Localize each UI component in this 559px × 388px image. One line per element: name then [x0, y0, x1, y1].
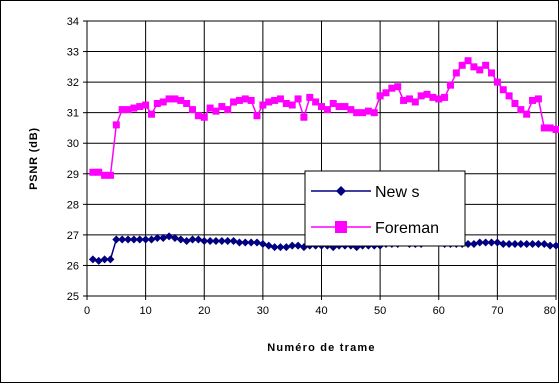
data-point	[412, 98, 419, 105]
data-point	[394, 83, 401, 90]
data-point	[506, 92, 513, 99]
y-axis-label: PSNR (dB)	[28, 127, 40, 190]
data-point	[441, 94, 448, 101]
data-point	[289, 102, 296, 109]
legend: New s Foreman	[305, 171, 465, 246]
legend-marker-foreman	[335, 221, 347, 233]
y-tick-label: 34	[67, 16, 79, 28]
data-point	[553, 126, 559, 133]
x-tick-label: 20	[198, 305, 210, 317]
data-point	[488, 69, 495, 76]
data-point	[189, 106, 196, 113]
data-point	[511, 100, 518, 107]
x-tick-label: 60	[433, 305, 445, 317]
data-point	[300, 114, 307, 121]
y-tick-label: 25	[67, 291, 79, 303]
data-point	[371, 109, 378, 116]
data-point	[295, 95, 302, 102]
data-point	[523, 111, 530, 118]
data-point	[142, 102, 149, 109]
x-tick-label: 30	[257, 305, 269, 317]
data-point	[482, 62, 489, 69]
data-point	[535, 95, 542, 102]
data-point	[201, 114, 208, 121]
data-point	[465, 57, 472, 64]
x-tick-label: 50	[374, 305, 386, 317]
data-point	[148, 111, 155, 118]
x-tick-label: 70	[491, 305, 503, 317]
data-point	[107, 172, 114, 179]
y-tick-label: 31	[67, 108, 79, 120]
data-point	[500, 86, 507, 93]
x-tick-label: 80	[544, 305, 556, 317]
data-point	[453, 69, 460, 76]
x-tick-label: 40	[315, 305, 327, 317]
y-tick-label: 32	[67, 77, 79, 89]
data-point	[254, 112, 261, 119]
data-point	[494, 79, 501, 86]
x-tick-label: 0	[84, 305, 90, 317]
data-point	[248, 97, 255, 104]
data-point	[324, 106, 331, 113]
y-tick-label: 26	[67, 260, 79, 272]
y-tick-label: 27	[67, 230, 79, 242]
data-point	[183, 100, 190, 107]
x-tick-label: 10	[140, 305, 152, 317]
x-axis-label: Numéro de trame	[267, 342, 375, 354]
data-point	[113, 121, 120, 128]
legend-label-foreman: Foreman	[375, 220, 439, 237]
y-tick-label: 33	[67, 47, 79, 59]
legend-label-news: New s	[375, 184, 419, 201]
data-point	[224, 106, 231, 113]
y-tick-label: 29	[67, 169, 79, 181]
data-point	[447, 82, 454, 89]
y-tick-label: 30	[67, 138, 79, 150]
y-tick-label: 28	[67, 199, 79, 211]
